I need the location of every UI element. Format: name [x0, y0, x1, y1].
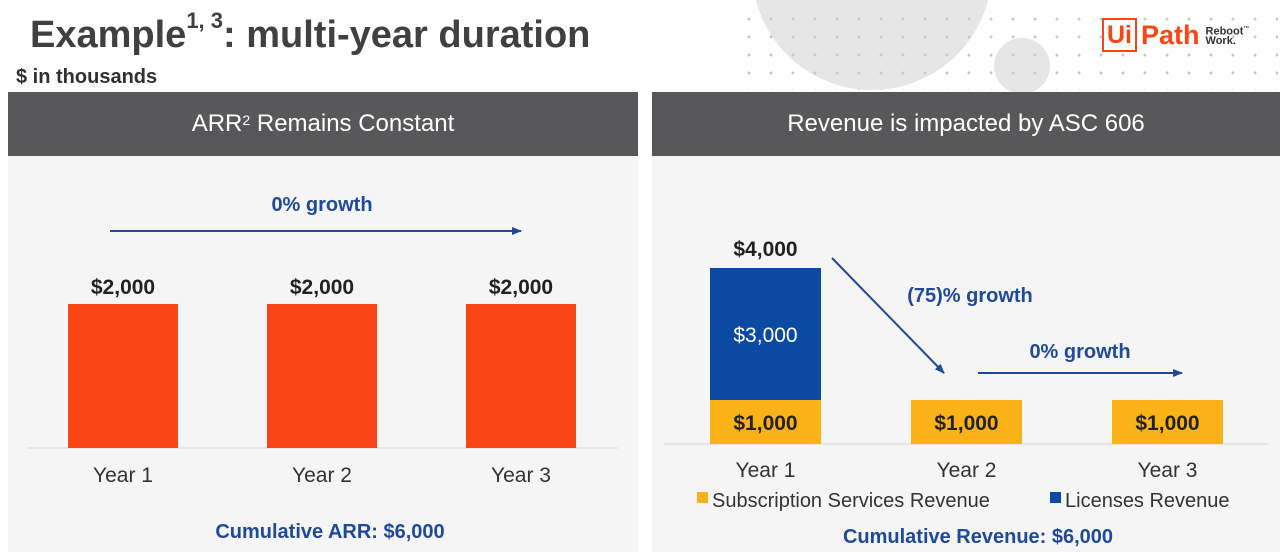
bar-value-label-subscription-3: $1,000 [1135, 412, 1199, 435]
decorative-dot-grid [738, 10, 1278, 90]
bar-subscription-1 [710, 400, 821, 444]
growth-annotation: 0% growth [271, 194, 372, 216]
x-tick-label-1: Year 1 [93, 464, 153, 487]
legend-label-subscription: Subscription Services Revenue [712, 490, 990, 512]
bar-value-label-subscription-1: $1,000 [733, 412, 797, 435]
bar-2 [267, 304, 377, 448]
bar-value-label-2: $2,000 [290, 276, 354, 299]
decline-arrow [831, 257, 945, 374]
arr-panel-header: ARR2 Remains Constant [8, 92, 638, 156]
x-tick-label-2: Year 2 [937, 459, 997, 482]
units-subtitle: $ in thousands [16, 66, 158, 88]
x-tick-label-1: Year 1 [736, 459, 796, 482]
x-tick-label-3: Year 3 [1138, 459, 1198, 482]
bar-3 [466, 304, 576, 448]
bar-value-label-3: $2,000 [489, 276, 553, 299]
logo-ui-box: Ui [1102, 18, 1137, 52]
revenue-panel-header: Revenue is impacted by ASC 606 [652, 92, 1280, 156]
bar-total-label-1: $4,000 [733, 238, 797, 261]
bar-value-label-1: $2,000 [91, 276, 155, 299]
bar-value-label-subscription-2: $1,000 [934, 412, 998, 435]
bar-1 [68, 304, 178, 448]
legend-label-licenses: Licenses Revenue [1065, 490, 1230, 512]
cumulative-revenue-footer: Cumulative Revenue: $6,000 [843, 526, 1113, 548]
cumulative-arr-footer: Cumulative ARR: $6,000 [215, 521, 444, 543]
bar-value-label-licenses-1: $3,000 [733, 324, 797, 347]
bar-licenses-1 [710, 268, 821, 400]
bar-subscription-2 [911, 400, 1022, 444]
arr-chart: $2,000 Year 1 $2,000 Year 2 $2,000 Year 3 0% g… [28, 194, 618, 543]
bar-subscription-3 [1112, 400, 1223, 444]
flat-growth-annotation: 0% growth [1029, 341, 1130, 363]
legend-swatch-subscription [697, 492, 708, 503]
x-tick-label-3: Year 3 [491, 464, 551, 487]
revenue-chart: $1,000 $3,000 $4,000 Year 1 $1,000 Year 2 $1,0… [664, 238, 1268, 548]
x-tick-label-2: Year 2 [292, 464, 352, 487]
page-title: Example1, 3: multi-year duration [30, 8, 591, 57]
logo-tagline: Reboot™ Work. [1205, 25, 1250, 48]
logo-path-text: Path [1141, 19, 1200, 50]
company-logo: Ui Path Reboot™ Work. [1102, 18, 1249, 52]
legend-swatch-licenses [1050, 492, 1061, 503]
decline-annotation: (75)% growth [907, 285, 1033, 307]
